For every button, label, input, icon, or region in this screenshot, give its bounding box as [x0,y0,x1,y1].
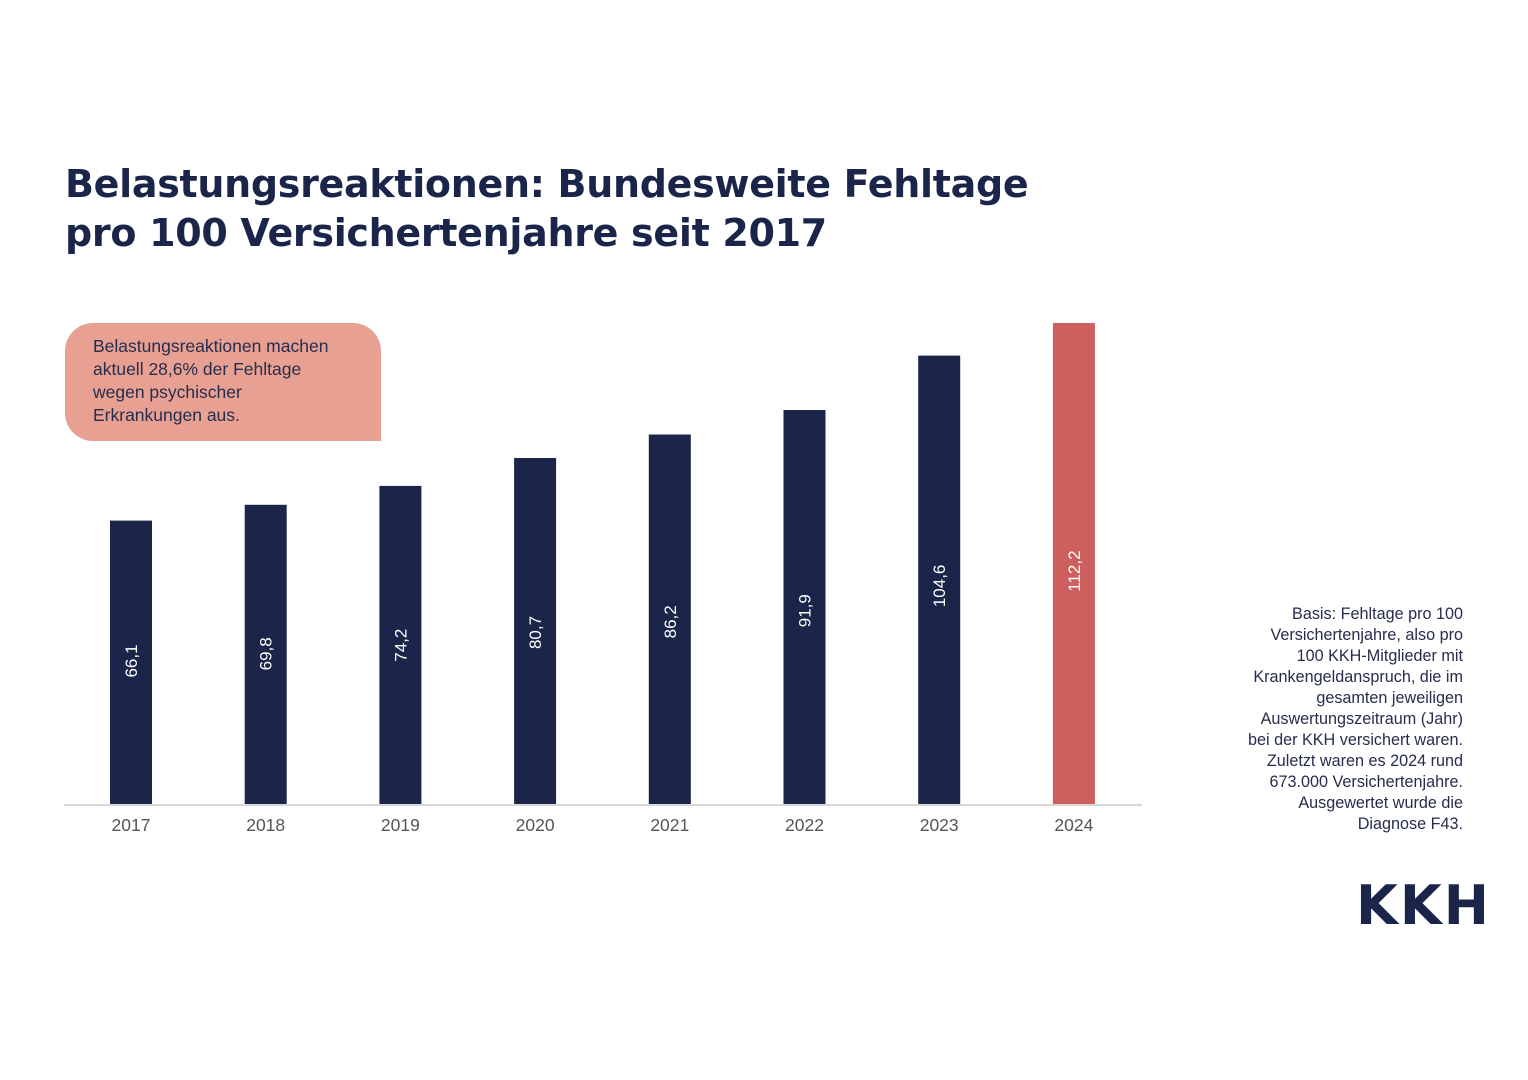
x-axis-ticks: 2017 2018 2019 2020 2021 2022 2023 2024 [112,815,1094,835]
footnote-line: Basis: Fehltage pro 100 [1292,605,1463,623]
bar-2022 [783,410,826,804]
footnote-line: bei der KKH versichert waren. [1247,731,1463,749]
kkh-logo-text: KKH [1356,878,1486,930]
x-tick-label: 2020 [516,815,555,835]
kkh-logo: KKH [1356,878,1486,930]
callout-line-1: Belastungsreaktionen machen [93,336,329,356]
x-tick-label: 2021 [650,815,689,835]
callout-line-3: wegen psychischer [93,382,242,402]
x-tick-label: 2022 [785,815,824,835]
chart-title: Belastungsreaktionen: Bundesweite Fehlta… [65,160,1115,258]
footnote-line: Diagnose F43. [1357,815,1463,833]
footnote-line: gesamten jeweiligen [1316,689,1463,707]
bar-2023 [918,355,961,804]
footnote-line: Versichertenjahre, also pro [1270,626,1463,644]
bar-value-label: 66,1 [122,644,141,677]
x-tick-label: 2024 [1054,815,1093,835]
x-tick-label: 2023 [920,815,959,835]
bar-value-label: 80,7 [526,616,545,649]
bars-group: 66,1 69,8 74,2 80,7 86,2 91,9 104,6 112,2 [110,323,1095,804]
footnote-line: 100 KKH-Mitglieder mit [1296,647,1463,665]
bar-value-label: 112,2 [1065,550,1084,591]
x-tick-label: 2018 [246,815,285,835]
x-tick-label: 2019 [381,815,420,835]
bar-value-label: 74,2 [391,629,410,662]
footnote-line: 673.000 Versichertenjahre. [1269,773,1463,791]
footnote-line: Ausgewertet wurde die [1298,794,1463,812]
footnote-line: Auswertungszeitraum (Jahr) [1260,710,1463,728]
bar-2019 [379,485,422,804]
footnote-line: Krankengeldanspruch, die im [1253,668,1463,686]
bar-2021 [648,434,691,804]
bar-2018 [244,504,287,804]
callout-line-4: Erkrankungen aus. [93,405,240,425]
bar-value-label: 86,2 [661,605,680,638]
chart-title-line-1: Belastungsreaktionen: Bundesweite Fehlta… [65,162,1029,206]
bar-2017 [110,520,152,804]
bar-value-label: 104,6 [930,565,949,608]
bar-2020 [514,458,557,804]
bar-2024 [1052,323,1095,804]
bar-value-label: 69,8 [257,637,276,670]
bar-value-label: 91,9 [796,594,815,627]
x-tick-label: 2017 [112,815,151,835]
chart-title-line-2: pro 100 Versichertenjahre seit 2017 [65,211,827,255]
callout-line-2: aktuell 28,6% der Fehltage [93,359,302,379]
footnote-line: Zuletzt waren es 2024 rund [1266,752,1463,770]
callout-box: Belastungsreaktionen machen aktuell 28,6… [65,323,381,441]
footnote: Basis: Fehltage pro 100 Versichertenjahr… [1193,604,1463,835]
